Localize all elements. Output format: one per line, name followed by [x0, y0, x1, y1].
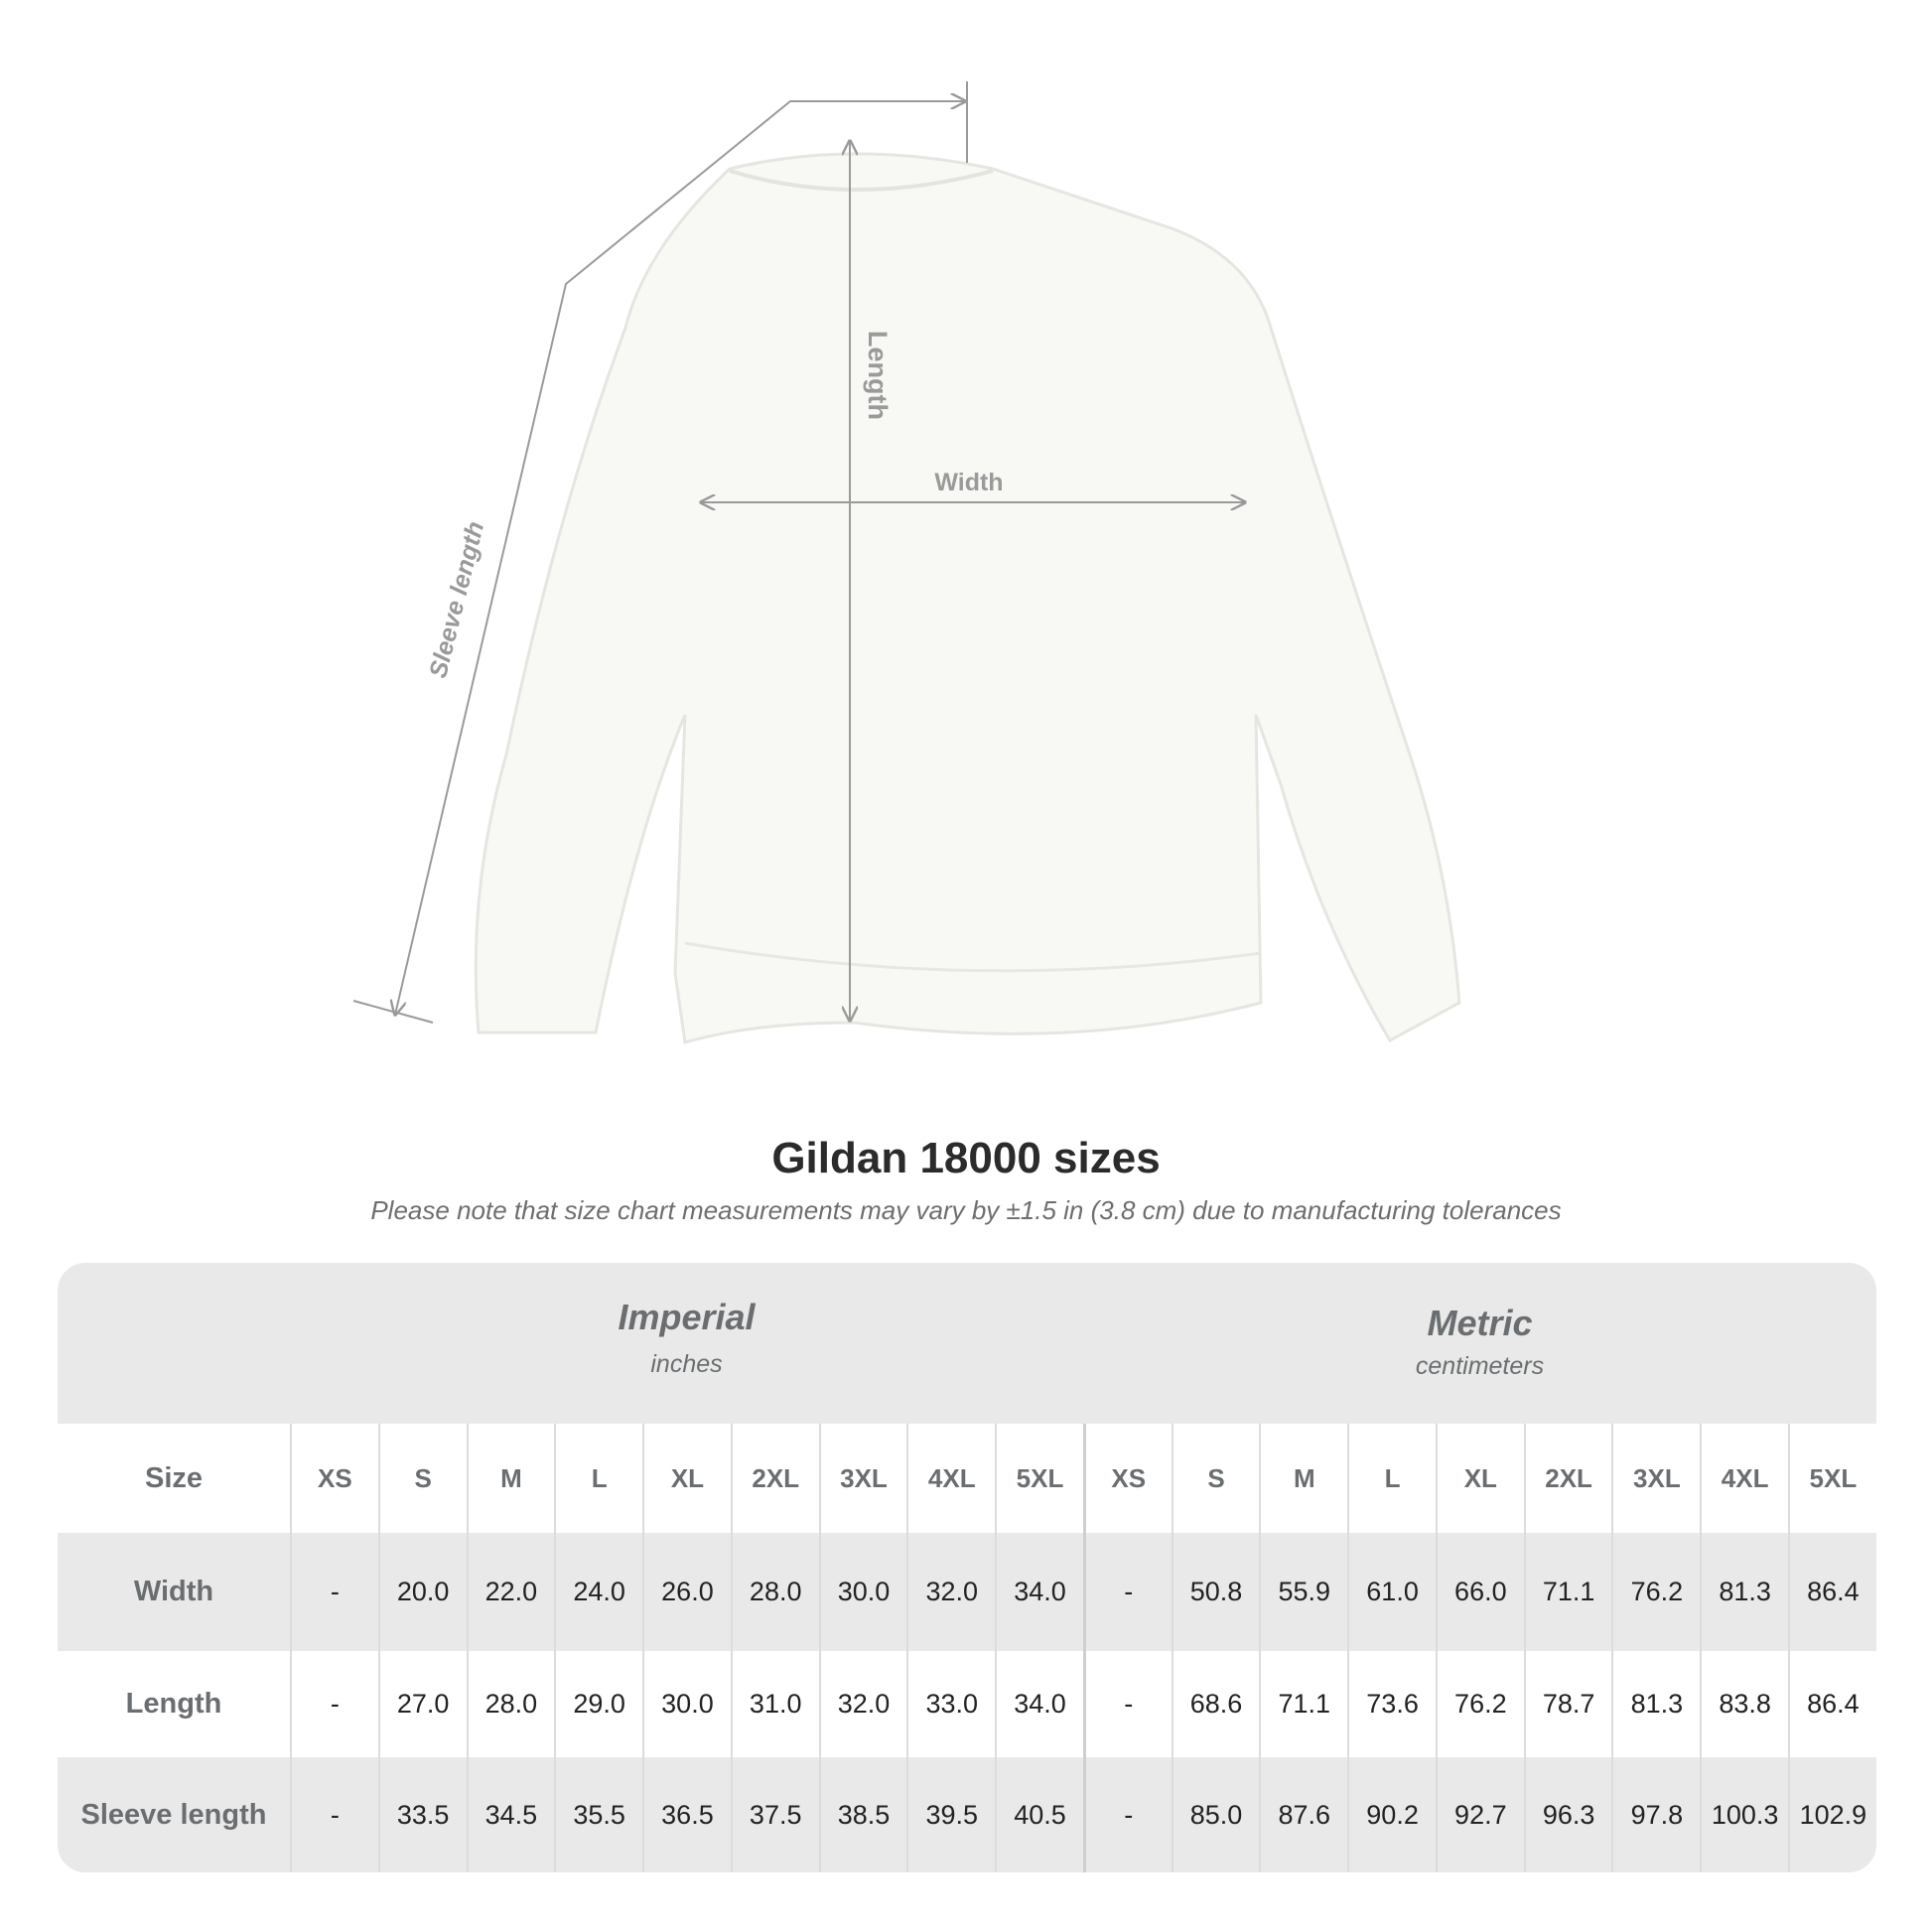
row-band: [58, 1757, 1876, 1872]
size-header-cell: L: [554, 1424, 642, 1533]
value-cell: 96.3: [1523, 1757, 1612, 1872]
page-title: Gildan 18000 sizes: [771, 1134, 1161, 1182]
width-label: Width: [934, 469, 1003, 496]
sweatshirt-image: [474, 152, 1461, 1044]
value-cell: 29.0: [554, 1651, 642, 1757]
table-row: Sleeve length -33.5 34.5 35.5 36.5 37.5 38.5 39…: [58, 1757, 1876, 1872]
value-cell: 30.0: [818, 1533, 907, 1651]
value-cell: 30.0: [642, 1651, 731, 1757]
metric-title: Metric: [1427, 1303, 1533, 1343]
value-cell: 68.6: [1171, 1651, 1260, 1757]
value-cell: -: [290, 1757, 378, 1872]
value-cell: 24.0: [554, 1533, 642, 1651]
size-header-cell: M: [466, 1424, 555, 1533]
row-label: Length: [125, 1688, 222, 1720]
header-band: [58, 1263, 1876, 1424]
value-cell: 34.0: [995, 1651, 1083, 1757]
value-cell: 32.0: [906, 1533, 995, 1651]
size-header-cell: XS: [290, 1424, 378, 1533]
value-cell: -: [290, 1651, 378, 1757]
value-cell: 27.0: [377, 1651, 467, 1757]
size-header-cell: XL: [642, 1424, 731, 1533]
value-cell: 50.8: [1171, 1533, 1260, 1651]
size-header-cell: XS: [1082, 1424, 1172, 1533]
value-cell: 20.0: [377, 1533, 467, 1651]
size-header-cell: S: [377, 1424, 467, 1533]
size-header-cell: 3XL: [818, 1424, 907, 1533]
row-band: [58, 1533, 1876, 1651]
row-label: Size: [144, 1461, 204, 1494]
value-cell: 38.5: [818, 1757, 907, 1872]
size-header-cell: 4XL: [1700, 1424, 1788, 1533]
value-cell: 86.4: [1788, 1651, 1876, 1757]
size-header-cell: 4XL: [906, 1424, 995, 1533]
value-cell: 92.7: [1435, 1757, 1524, 1872]
value-cell: 36.5: [642, 1757, 731, 1872]
row-label: Sleeve length: [80, 1798, 267, 1831]
size-header-cell: 5XL: [995, 1424, 1083, 1533]
value-cell: -: [1082, 1533, 1172, 1651]
value-cell: 97.8: [1611, 1757, 1700, 1872]
value-cell: 73.6: [1347, 1651, 1436, 1757]
value-cell: 71.1: [1259, 1651, 1347, 1757]
value-cell: 90.2: [1347, 1757, 1436, 1872]
value-cell: 22.0: [466, 1533, 555, 1651]
value-cell: 33.5: [377, 1757, 467, 1872]
value-cell: 40.5: [995, 1757, 1083, 1872]
value-cell: 76.2: [1611, 1533, 1700, 1651]
value-cell: 81.3: [1700, 1533, 1788, 1651]
size-header-cell: L: [1347, 1424, 1436, 1533]
value-cell: 83.8: [1700, 1651, 1788, 1757]
value-cell: 100.3: [1700, 1757, 1788, 1872]
value-cell: 85.0: [1171, 1757, 1260, 1872]
value-cell: 87.6: [1259, 1757, 1347, 1872]
size-table: Imperial inches Metric centimeters Size X…: [58, 1263, 1876, 1872]
metric-group-header: Metric centimeters: [1083, 1263, 1876, 1424]
size-header-cell: 3XL: [1611, 1424, 1700, 1533]
size-header-cell: M: [1259, 1424, 1347, 1533]
size-header-cell: S: [1171, 1424, 1260, 1533]
value-cell: 81.3: [1611, 1651, 1700, 1757]
value-cell: 28.0: [466, 1651, 555, 1757]
value-cell: 61.0: [1347, 1533, 1436, 1651]
value-cell: 34.0: [995, 1533, 1083, 1651]
value-cell: 78.7: [1523, 1651, 1612, 1757]
value-cell: -: [1082, 1651, 1172, 1757]
value-cell: 71.1: [1523, 1533, 1612, 1651]
table-row: Length -27.0 28.0 29.0 30.0 31.0 32.0 33.0 34.0-…: [58, 1651, 1876, 1757]
size-header-cell: 2XL: [730, 1424, 819, 1533]
value-cell: 34.5: [466, 1757, 555, 1872]
value-cell: 26.0: [642, 1533, 731, 1651]
table-row: Width -20.0 22.0 24.0 26.0 28.0 30.0 32.0 34.0-5…: [58, 1533, 1876, 1651]
value-cell: 76.2: [1435, 1651, 1524, 1757]
tolerance-note: Please note that size chart measurements…: [370, 1195, 1562, 1225]
size-header-cell: 5XL: [1788, 1424, 1876, 1533]
sweatshirt-diagram: Length Width Sleeve length: [352, 81, 1461, 1044]
imperial-title: Imperial: [618, 1297, 756, 1337]
size-header-row: Size XS S M L XL 2XL 3XL 4XL 5XL XS S M L XL 2XL 3XL 4XL 5…: [58, 1424, 1876, 1533]
value-cell: 33.0: [906, 1651, 995, 1757]
value-cell: 31.0: [730, 1651, 819, 1757]
value-cell: 28.0: [730, 1533, 819, 1651]
value-cell: 55.9: [1259, 1533, 1347, 1651]
value-cell: 32.0: [818, 1651, 907, 1757]
row-label: Width: [133, 1576, 214, 1607]
imperial-group-header: Imperial inches: [290, 1263, 1083, 1424]
imperial-unit: inches: [650, 1350, 723, 1378]
value-cell: 35.5: [554, 1757, 642, 1872]
value-cell: 66.0: [1435, 1533, 1524, 1651]
metric-unit: centimeters: [1415, 1352, 1545, 1380]
sleeve-length-label: Sleeve length: [424, 518, 489, 680]
value-cell: 86.4: [1788, 1533, 1876, 1651]
size-header-cell: XL: [1435, 1424, 1524, 1533]
value-cell: 37.5: [730, 1757, 819, 1872]
value-cell: 102.9: [1788, 1757, 1876, 1872]
value-cell: -: [1082, 1757, 1172, 1872]
size-header-cell: 2XL: [1523, 1424, 1612, 1533]
value-cell: -: [290, 1533, 378, 1651]
length-label: Length: [863, 331, 893, 420]
value-cell: 39.5: [906, 1757, 995, 1872]
